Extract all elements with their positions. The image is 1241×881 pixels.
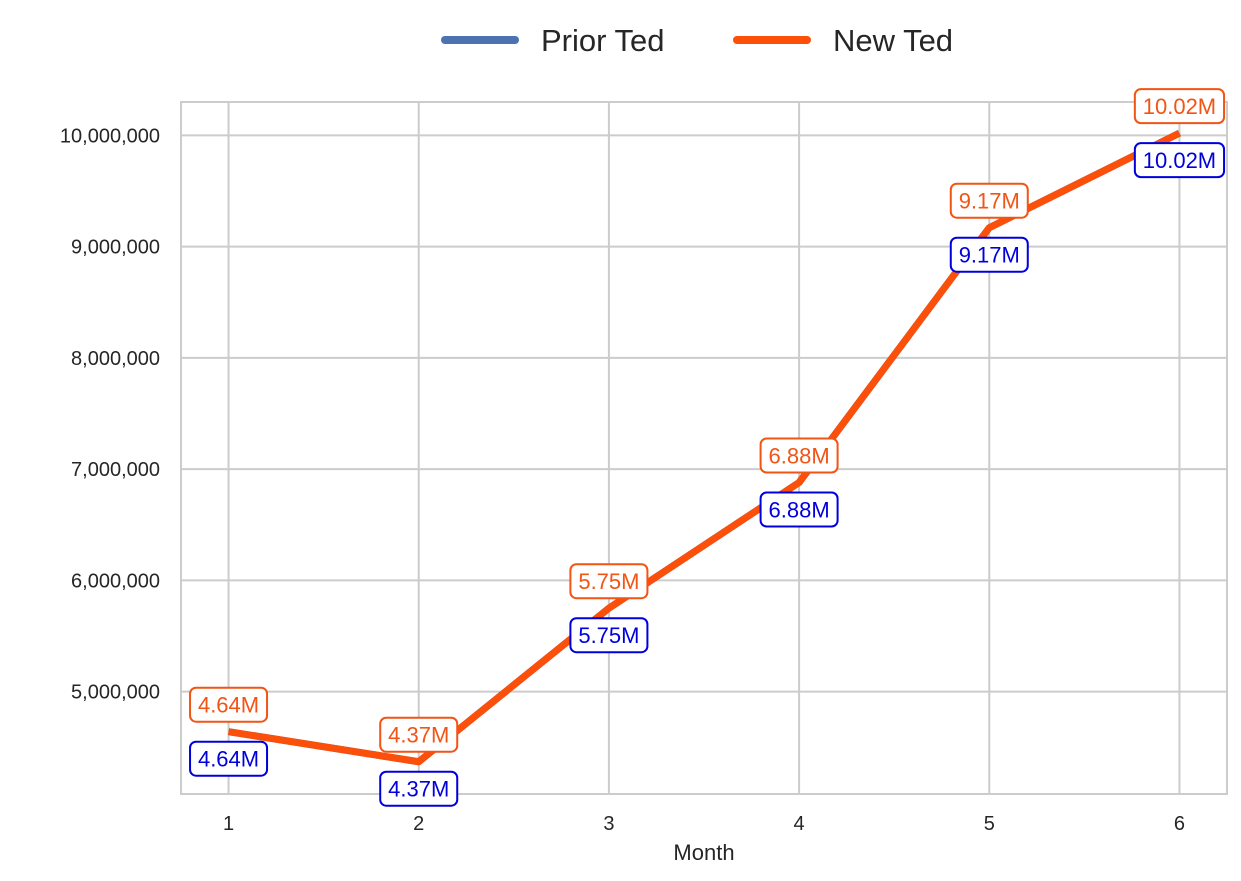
data-label-box <box>1133 88 1226 125</box>
legend-label: Prior Ted <box>541 23 665 58</box>
y-tick-label: 7,000,000 <box>71 459 160 481</box>
y-tick-label: 8,000,000 <box>71 348 160 370</box>
data-label-box <box>569 563 649 600</box>
x-tick-label: 2 <box>413 813 424 835</box>
data-labels: 4.64M 4.37M 5.75M 6.88M 9.17M 10.02M 4.64M 4.37… <box>189 88 1226 807</box>
data-label-text: 10.02M <box>1143 148 1216 173</box>
data-label-box <box>1133 142 1226 179</box>
data-label-text: 9.17M <box>959 243 1020 268</box>
plot-frame <box>180 101 1228 795</box>
x-tick-label: 6 <box>1174 813 1185 835</box>
data-label: 5.75M <box>569 563 649 600</box>
x-tick-label: 3 <box>603 813 614 835</box>
y-tick-label: 6,000,000 <box>71 570 160 592</box>
data-label-box <box>949 182 1029 219</box>
data-label-text: 5.75M <box>578 623 639 648</box>
data-label-text: 4.37M <box>388 723 449 748</box>
data-label: 10.02M <box>1133 88 1226 125</box>
series-lines <box>227 130 1182 766</box>
series-line-1 <box>227 130 1182 766</box>
data-label: 10.02M <box>1133 142 1226 179</box>
series-line-0 <box>227 130 1182 766</box>
x-tick-label: 4 <box>794 813 805 835</box>
x-axis: 1 2 3 4 5 6 <box>223 813 1185 835</box>
data-label: 6.88M <box>759 437 839 474</box>
data-label: 9.17M <box>949 236 1029 273</box>
data-label-box <box>949 236 1029 273</box>
data-label-box <box>759 491 839 528</box>
data-label: 4.37M <box>379 716 459 753</box>
data-label-text: 4.64M <box>198 747 259 772</box>
y-tick-label: 10,000,000 <box>60 125 160 147</box>
data-label: 4.37M <box>379 770 459 807</box>
data-label: 5.75M <box>569 617 649 654</box>
data-label-box <box>189 686 269 723</box>
y-tick-label: 9,000,000 <box>71 237 160 259</box>
data-label: 9.17M <box>949 182 1029 219</box>
data-label-text: 9.17M <box>959 189 1020 214</box>
data-label-text: 6.88M <box>769 497 830 522</box>
data-label-text: 4.64M <box>198 693 259 718</box>
legend: Prior Ted New Ted <box>441 23 953 58</box>
data-label-text: 5.75M <box>578 569 639 594</box>
data-label: 4.64M <box>189 740 269 777</box>
data-label: 6.88M <box>759 491 839 528</box>
x-axis-title: Month <box>673 840 734 865</box>
data-label-text: 10.02M <box>1143 94 1216 119</box>
data-label: 4.64M <box>189 686 269 723</box>
legend-label: New Ted <box>833 23 953 58</box>
data-label-box <box>569 617 649 654</box>
y-tick-label: 5,000,000 <box>71 682 160 704</box>
data-label-text: 6.88M <box>769 443 830 468</box>
x-tick-label: 1 <box>223 813 234 835</box>
y-axis: 5,000,000 6,000,000 7,000,000 8,000,000 9,00… <box>60 125 160 703</box>
grid <box>181 102 1227 794</box>
data-label-box <box>379 770 459 807</box>
data-label-box <box>189 740 269 777</box>
data-label-text: 4.37M <box>388 777 449 802</box>
data-label-box <box>759 437 839 474</box>
x-tick-label: 5 <box>984 813 995 835</box>
data-label-box <box>379 716 459 753</box>
